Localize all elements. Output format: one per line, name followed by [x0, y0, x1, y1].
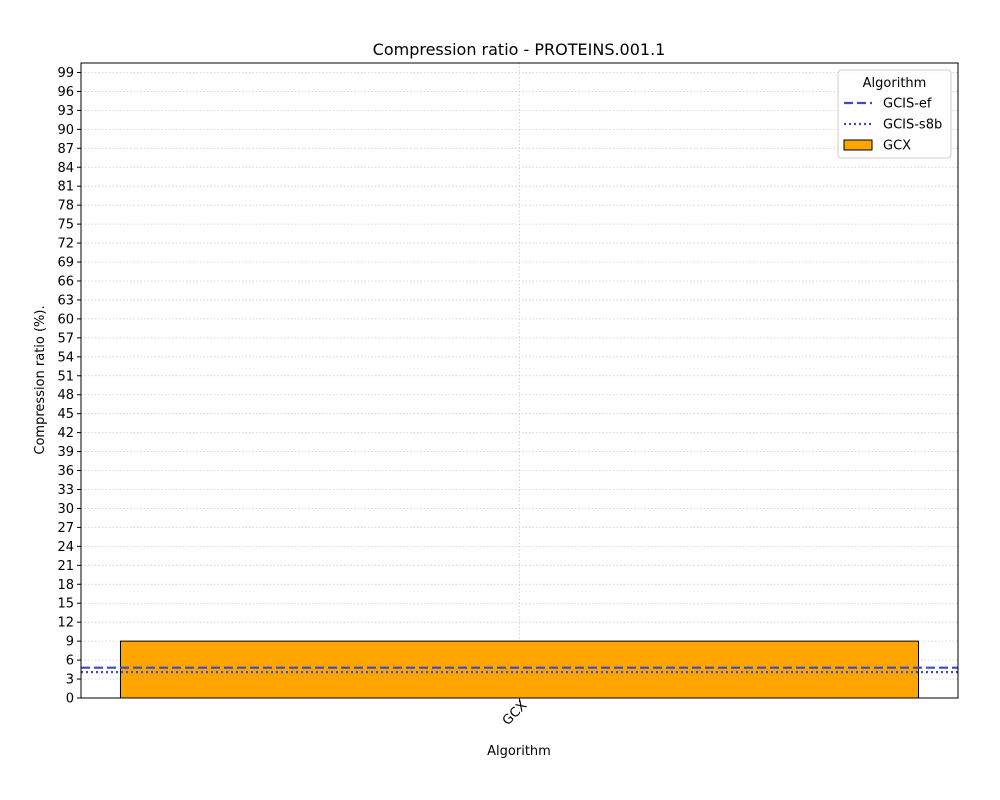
y-tick-label: 18: [57, 578, 74, 593]
y-tick-label: 45: [57, 407, 74, 422]
y-tick-label: 87: [57, 142, 74, 157]
y-tick-label: 12: [57, 616, 74, 631]
legend-title: Algorithm: [863, 76, 927, 91]
y-tick-label: 81: [57, 180, 74, 195]
legend-label-gcis-s8b: GCIS-s8b: [883, 118, 942, 133]
x-tick-label: GCX: [500, 698, 531, 729]
y-ticks-layer: 0369121518212427303336394245485154576063…: [57, 66, 81, 707]
x-ticks-layer: GCX: [500, 698, 531, 729]
y-tick-label: 15: [57, 597, 74, 612]
y-tick-label: 48: [57, 388, 74, 403]
y-tick-label: 51: [57, 369, 74, 384]
y-tick-label: 21: [57, 559, 74, 574]
y-tick-label: 42: [57, 426, 74, 441]
y-tick-label: 36: [57, 464, 74, 479]
y-tick-label: 30: [57, 502, 74, 517]
x-axis-label: Algorithm: [487, 744, 551, 759]
bar-gcx: [119, 640, 920, 699]
legend-label-gcx: GCX: [883, 139, 911, 154]
y-tick-label: 90: [57, 123, 74, 138]
y-tick-label: 78: [57, 199, 74, 214]
y-tick-label: 99: [57, 66, 74, 81]
y-tick-label: 33: [57, 483, 74, 498]
y-tick-label: 69: [57, 256, 74, 271]
y-tick-label: 66: [57, 274, 74, 289]
y-tick-label: 96: [57, 85, 74, 100]
legend-swatch-gcx: [843, 139, 873, 151]
y-tick-label: 63: [57, 293, 74, 308]
grid-layer: [81, 63, 958, 699]
y-tick-label: 3: [66, 673, 74, 688]
y-tick-label: 6: [66, 654, 74, 669]
y-axis-label: Compression ratio (%).: [33, 305, 48, 454]
y-tick-label: 54: [57, 350, 74, 365]
reference-lines-layer: [81, 666, 958, 674]
y-tick-label: 84: [57, 161, 74, 176]
y-tick-label: 75: [57, 218, 74, 233]
y-tick-label: 72: [57, 237, 74, 252]
y-tick-label: 60: [57, 312, 74, 327]
y-tick-label: 39: [57, 445, 74, 460]
y-tick-label: 24: [57, 540, 74, 555]
bar-layer: [119, 640, 920, 699]
y-tick-label: 57: [57, 331, 74, 346]
chart-title: Compression ratio - PROTEINS.001.1: [373, 40, 666, 59]
legend: Algorithm GCIS-ef GCIS-s8b GCX: [837, 69, 952, 159]
y-tick-label: 9: [66, 635, 74, 650]
y-tick-label: 93: [57, 104, 74, 119]
legend-label-gcis-ef: GCIS-ef: [883, 97, 932, 112]
legend-box: [837, 69, 952, 159]
y-tick-label: 27: [57, 521, 74, 536]
y-tick-label: 0: [66, 692, 74, 707]
